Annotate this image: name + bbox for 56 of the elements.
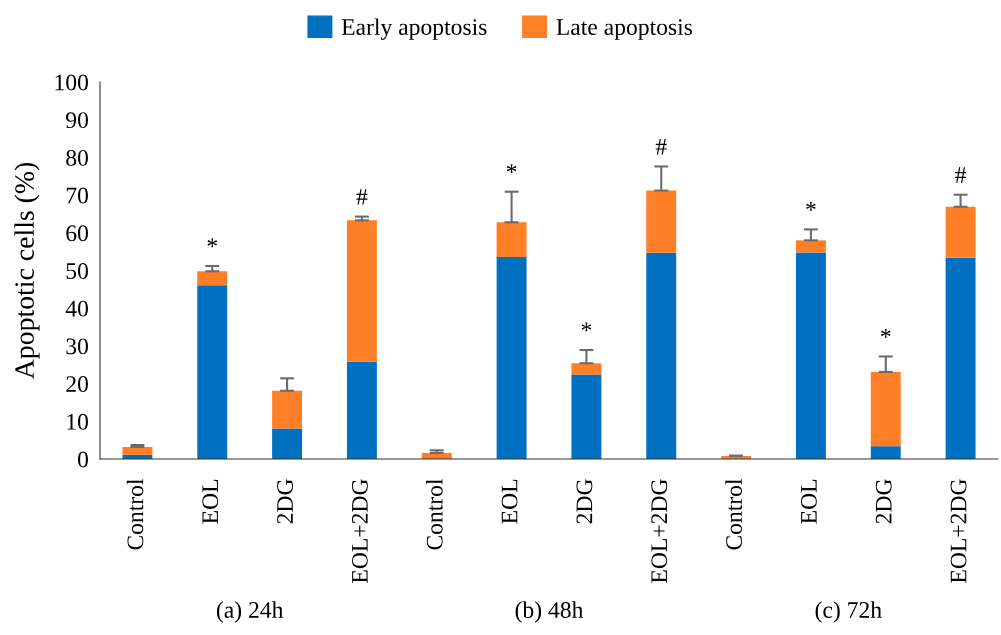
x-tick-label: 2DG — [875, 479, 892, 524]
bar — [496, 222, 527, 257]
x-tick-label: EOL+2DG — [351, 479, 368, 583]
y-tick-label: 50 — [66, 262, 88, 279]
x-tick-label: EOL+2DG — [651, 479, 668, 583]
y-tick-label: 20 — [66, 376, 88, 393]
y-tick-label: 80 — [66, 149, 88, 166]
bar — [571, 374, 602, 459]
bar — [122, 446, 153, 455]
legend-label: Early apoptosis — [341, 18, 487, 40]
y-tick-label: 10 — [67, 413, 88, 430]
x-tick-label: EOL+2DG — [950, 479, 967, 583]
data-label: * — [806, 201, 816, 211]
bar — [346, 361, 377, 459]
data-label: # — [955, 167, 967, 183]
x-tick-label: 2DG — [277, 479, 293, 524]
y-tick-label: 100 — [55, 74, 88, 91]
x-tick-label: 2DG — [576, 479, 593, 524]
bar — [945, 257, 976, 459]
y-tick-label: 70 — [66, 187, 88, 204]
y-tick-label: 0 — [77, 451, 88, 468]
bar — [272, 428, 303, 459]
y-axis-title: Apoptotic cells (%) — [14, 162, 40, 379]
bar — [197, 285, 228, 459]
bar — [346, 220, 377, 362]
bar — [795, 240, 826, 253]
bar — [945, 206, 976, 258]
x-tick-label: Control — [126, 478, 144, 550]
text: (c) 72h — [815, 601, 882, 623]
x-tick-label: EOL — [501, 479, 518, 524]
x-tick-label: EOL — [800, 479, 817, 524]
x-tick-label: Control — [725, 478, 742, 550]
data-label: # — [356, 189, 368, 205]
data-label: * — [506, 164, 517, 173]
bar — [870, 446, 901, 459]
bar — [646, 252, 677, 459]
legend-label: Late apoptosis — [556, 19, 693, 40]
bar — [646, 190, 677, 253]
data-label: # — [655, 139, 667, 155]
y-tick-label: 90 — [66, 112, 88, 129]
y-tick-label: 60 — [66, 225, 88, 242]
data-label: * — [881, 329, 891, 338]
bar — [197, 271, 228, 286]
bar — [870, 371, 901, 447]
bar — [571, 363, 602, 375]
data-label: * — [207, 238, 218, 248]
x-tick-label: Control — [426, 478, 443, 550]
bar — [496, 256, 527, 459]
x-tick-label: EOL — [202, 479, 219, 524]
text: (a) 24h — [216, 601, 284, 623]
bar — [272, 390, 303, 429]
y-tick-label: 40 — [65, 300, 88, 317]
data-label: * — [581, 322, 592, 332]
bar — [795, 252, 826, 459]
text: (b) 48h — [515, 601, 584, 623]
y-tick-label: 30 — [66, 338, 88, 355]
